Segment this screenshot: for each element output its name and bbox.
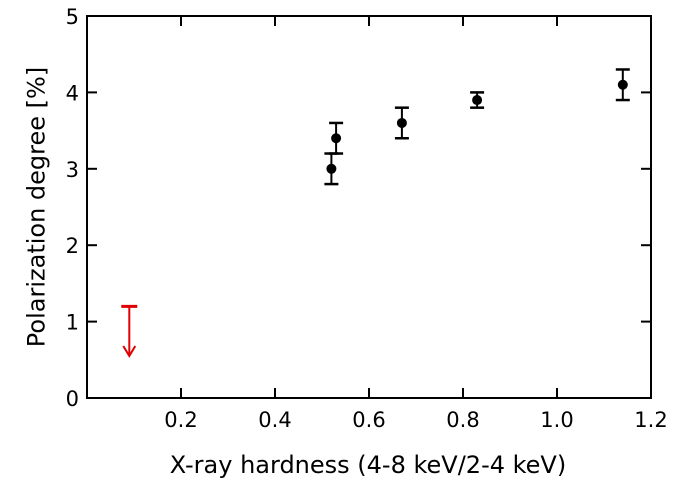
x-axis-label: X-ray hardness (4-8 keV/2-4 keV) bbox=[170, 451, 566, 479]
x-tick-label: 0.4 bbox=[258, 408, 291, 432]
data-point bbox=[396, 117, 407, 128]
y-tick-label: 4 bbox=[66, 81, 79, 105]
data-point-group bbox=[615, 68, 630, 102]
data-points bbox=[121, 68, 630, 358]
data-point-group bbox=[394, 106, 409, 140]
upper-limit-arrowhead bbox=[122, 345, 137, 358]
x-tick-labels: 0.2 0.4 0.6 0.8 1.0 1.2 bbox=[164, 408, 667, 432]
x-tick-label: 0.2 bbox=[164, 408, 197, 432]
x-tick-label: 0.8 bbox=[446, 408, 479, 432]
data-point bbox=[617, 79, 628, 90]
x-tick-label: 1.0 bbox=[540, 408, 573, 432]
y-axis-label: Polarization degree [%] bbox=[22, 67, 50, 347]
y-tick-label: 0 bbox=[66, 387, 79, 411]
data-point bbox=[331, 133, 342, 144]
data-point-group bbox=[329, 121, 344, 155]
axis-ticks bbox=[87, 15, 652, 399]
y-tick-label: 5 bbox=[66, 5, 79, 29]
x-tick-label: 1.2 bbox=[634, 408, 667, 432]
y-tick-label: 3 bbox=[66, 158, 79, 182]
plot-frame bbox=[86, 15, 652, 399]
data-point bbox=[326, 163, 337, 174]
x-tick-label: 0.6 bbox=[352, 408, 385, 432]
y-tick-label: 2 bbox=[66, 234, 79, 258]
y-tick-label: 1 bbox=[66, 311, 79, 335]
upper-limit-group bbox=[121, 304, 138, 358]
data-point bbox=[472, 95, 483, 106]
data-point-group bbox=[470, 91, 485, 109]
data-point-group bbox=[324, 152, 339, 186]
y-tick-labels: 0 1 2 3 4 5 bbox=[66, 5, 79, 411]
